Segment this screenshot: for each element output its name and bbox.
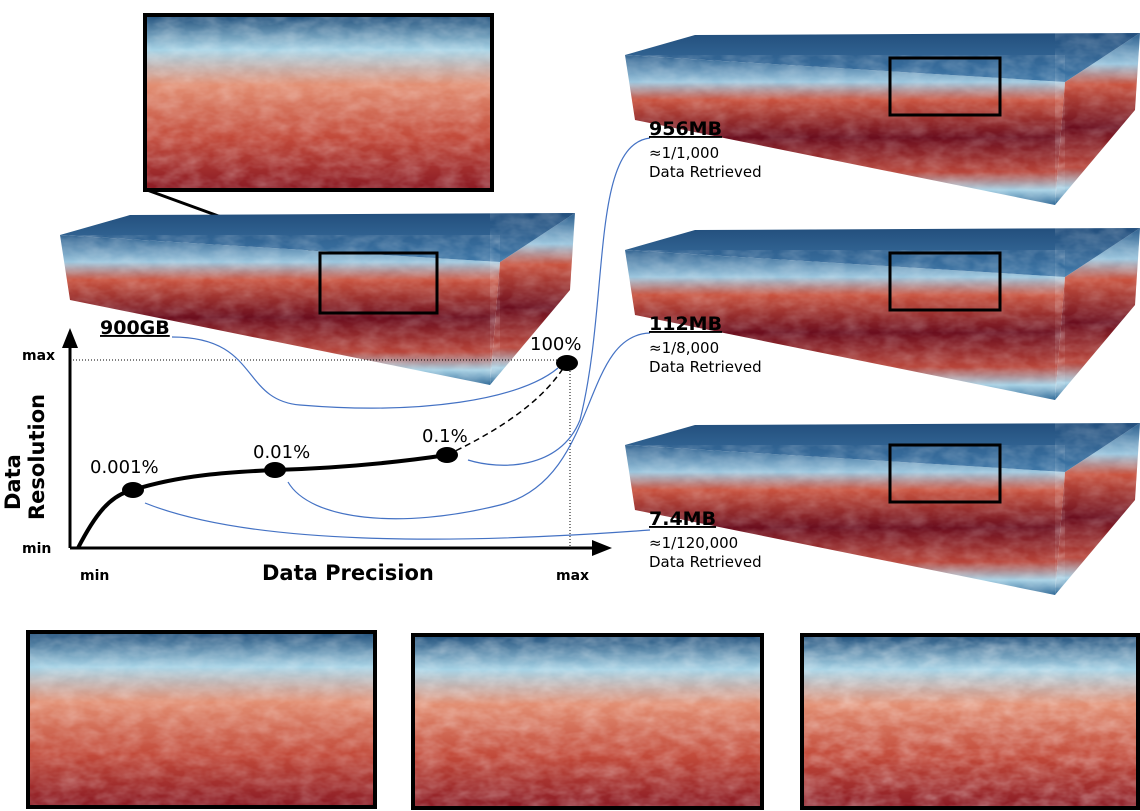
retrieved-size: 112MB [649,313,722,335]
retrieved-caption: Data Retrieved [649,358,762,376]
point-label: 0.1% [422,426,468,447]
figure: Data Resolution Data Precision max min m… [0,0,1140,811]
point-label: 100% [530,334,581,355]
retrieved-caption: Data Retrieved [649,553,762,571]
retrieved-ratio: ≈1/8,000 [649,339,719,357]
x-label: Data Precision [262,561,434,585]
x-min: min [80,568,109,584]
point-label: 0.01% [253,442,310,463]
volume-original [60,213,575,385]
retrieved-size: 7.4MB [649,508,716,530]
zoom-top [145,15,492,190]
point-label: 0.001% [90,457,159,478]
retrieved-size: 956MB [649,118,722,140]
x-max: max [556,568,589,584]
original-size: 900GB [100,317,170,339]
y-label: Resolution [25,394,49,520]
chart-axes [62,328,612,556]
y-min: min [22,541,51,557]
zoom-bottom [28,632,1138,808]
retrieved-ratio: ≈1/120,000 [649,534,738,552]
retrieved-caption: Data Retrieved [649,163,762,181]
y-label: Data [1,454,25,510]
y-max: max [22,348,55,364]
retrieved-ratio: ≈1/1,000 [649,144,719,162]
